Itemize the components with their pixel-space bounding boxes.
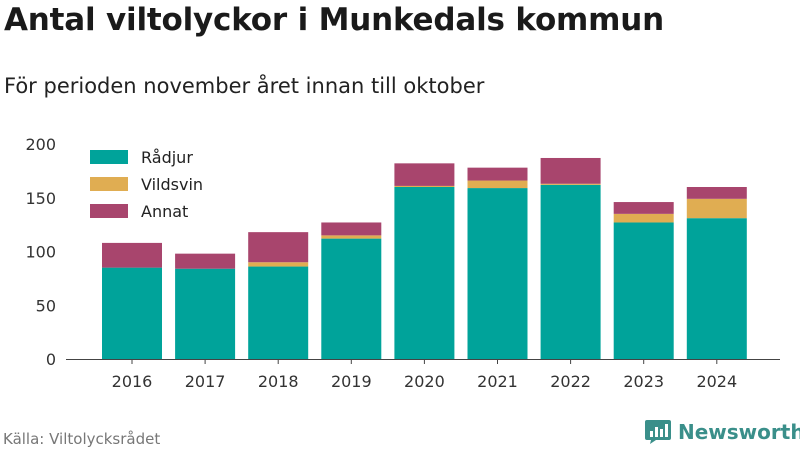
y-tick-label: 200 xyxy=(25,135,56,154)
bar-segment-vildsvin-2021 xyxy=(467,180,528,189)
legend-label-annat: Annat xyxy=(141,202,188,221)
bar-segment-vildsvin-2024 xyxy=(686,198,747,219)
legend-swatch-annat xyxy=(90,204,128,218)
bar-segment-annat-2017 xyxy=(175,253,236,269)
y-tick-label: 50 xyxy=(36,296,56,315)
legend: Rådjur Vildsvin Annat xyxy=(90,148,203,221)
bar-segment-annat-2024 xyxy=(686,187,747,199)
legend-swatch-radjur xyxy=(90,150,128,164)
x-tick-label: 2024 xyxy=(696,372,737,391)
bar-segment-radjur-2020 xyxy=(394,187,455,359)
bar-segment-annat-2016 xyxy=(102,242,162,268)
bar-segment-annat-2023 xyxy=(613,202,674,214)
bar-segment-radjur-2023 xyxy=(613,222,674,359)
bar-segment-vildsvin-2018 xyxy=(248,262,309,267)
x-tick-label: 2017 xyxy=(185,372,226,391)
bar-segment-vildsvin-2019 xyxy=(321,235,382,239)
y-tick-label: 100 xyxy=(25,243,56,262)
x-tick-label: 2023 xyxy=(623,372,664,391)
x-tick-label: 2020 xyxy=(404,372,445,391)
bar-segment-annat-2019 xyxy=(321,222,382,236)
y-axis: 0 50 100 150 200 xyxy=(25,135,56,369)
bar-segment-vildsvin-2023 xyxy=(613,213,674,223)
bar-segment-vildsvin-2020 xyxy=(394,185,455,187)
chart-subtitle: För perioden november året innan till ok… xyxy=(4,74,485,98)
source-note: Källa: Viltolycksrådet xyxy=(3,430,161,448)
newsworthy-logo-icon xyxy=(645,420,671,444)
legend-label-vildsvin: Vildsvin xyxy=(141,175,203,194)
bar-segment-radjur-2018 xyxy=(248,266,309,359)
bar-segment-vildsvin-2022 xyxy=(540,183,601,185)
bar-segment-annat-2021 xyxy=(467,167,528,181)
bar-segment-radjur-2017 xyxy=(175,268,236,359)
bar-segment-radjur-2021 xyxy=(467,188,528,359)
chart-title: Antal viltolyckor i Munkedals kommun xyxy=(4,2,664,38)
bar-segment-radjur-2024 xyxy=(686,218,747,359)
y-tick-label: 150 xyxy=(25,189,56,208)
bar-segment-radjur-2016 xyxy=(102,267,162,359)
legend-swatch-vildsvin xyxy=(90,177,128,191)
bar-segment-annat-2018 xyxy=(248,232,309,263)
brand[interactable]: Newsworthy xyxy=(644,419,800,445)
y-tick-label: 0 xyxy=(46,350,56,369)
bar-segment-radjur-2019 xyxy=(321,238,382,359)
bar-segment-radjur-2022 xyxy=(540,184,601,359)
x-axis: 2016 2017 2018 2019 2020 2021 2022 2023 2024 xyxy=(112,359,737,391)
x-tick-label: 2019 xyxy=(331,372,372,391)
legend-label-radjur: Rådjur xyxy=(141,148,193,167)
bar-segment-annat-2020 xyxy=(394,163,455,186)
x-tick-label: 2021 xyxy=(477,372,518,391)
x-tick-label: 2018 xyxy=(258,372,299,391)
bars-group xyxy=(102,157,747,359)
brand-name: Newsworthy xyxy=(678,420,800,444)
x-tick-label: 2016 xyxy=(112,372,153,391)
x-tick-label: 2022 xyxy=(550,372,591,391)
bar-segment-annat-2022 xyxy=(540,157,601,184)
